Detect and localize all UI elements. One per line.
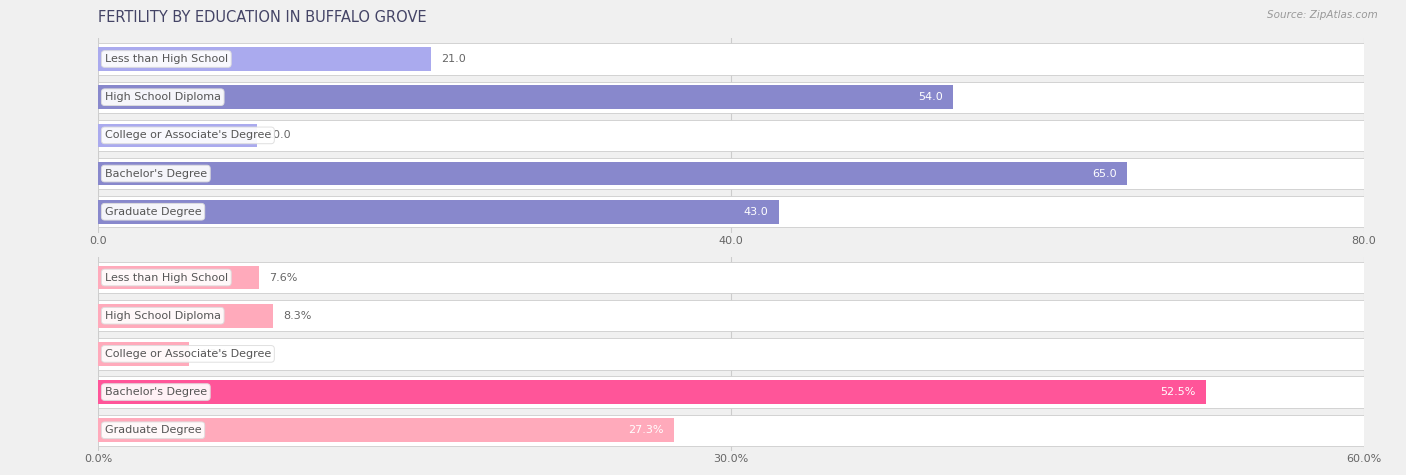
Text: 10.0: 10.0	[267, 130, 291, 141]
Bar	[98, 47, 430, 71]
Bar	[98, 266, 259, 289]
Bar	[98, 86, 953, 109]
Text: High School Diploma: High School Diploma	[105, 311, 221, 321]
Text: 65.0: 65.0	[1092, 169, 1116, 179]
Text: College or Associate's Degree: College or Associate's Degree	[105, 349, 271, 359]
Bar	[98, 43, 1364, 75]
Text: 52.5%: 52.5%	[1160, 387, 1195, 397]
Text: Source: ZipAtlas.com: Source: ZipAtlas.com	[1267, 10, 1378, 19]
Text: Less than High School: Less than High School	[105, 273, 228, 283]
Text: Graduate Degree: Graduate Degree	[105, 207, 201, 217]
Bar	[98, 120, 1364, 151]
Text: 27.3%: 27.3%	[628, 425, 664, 435]
Text: 54.0: 54.0	[918, 92, 942, 102]
Bar	[98, 380, 1206, 404]
Bar	[98, 300, 1364, 332]
Text: 43.0: 43.0	[744, 207, 769, 217]
Text: 4.3%: 4.3%	[200, 349, 228, 359]
Text: High School Diploma: High School Diploma	[105, 92, 221, 102]
Bar	[98, 262, 1364, 293]
Text: Bachelor's Degree: Bachelor's Degree	[105, 387, 207, 397]
Bar	[98, 124, 257, 147]
Bar	[98, 200, 779, 224]
Bar	[98, 418, 675, 442]
Bar	[98, 342, 188, 366]
Bar	[98, 376, 1364, 408]
Text: Less than High School: Less than High School	[105, 54, 228, 64]
Text: Bachelor's Degree: Bachelor's Degree	[105, 169, 207, 179]
Text: 21.0: 21.0	[440, 54, 465, 64]
Text: College or Associate's Degree: College or Associate's Degree	[105, 130, 271, 141]
Text: 7.6%: 7.6%	[269, 273, 297, 283]
Text: FERTILITY BY EDUCATION IN BUFFALO GROVE: FERTILITY BY EDUCATION IN BUFFALO GROVE	[98, 10, 427, 25]
Bar	[98, 158, 1364, 189]
Text: 8.3%: 8.3%	[284, 311, 312, 321]
Bar	[98, 338, 1364, 370]
Bar	[98, 82, 1364, 113]
Bar	[98, 162, 1126, 185]
Bar	[98, 304, 273, 328]
Bar	[98, 415, 1364, 446]
Text: Graduate Degree: Graduate Degree	[105, 425, 201, 435]
Bar	[98, 196, 1364, 228]
